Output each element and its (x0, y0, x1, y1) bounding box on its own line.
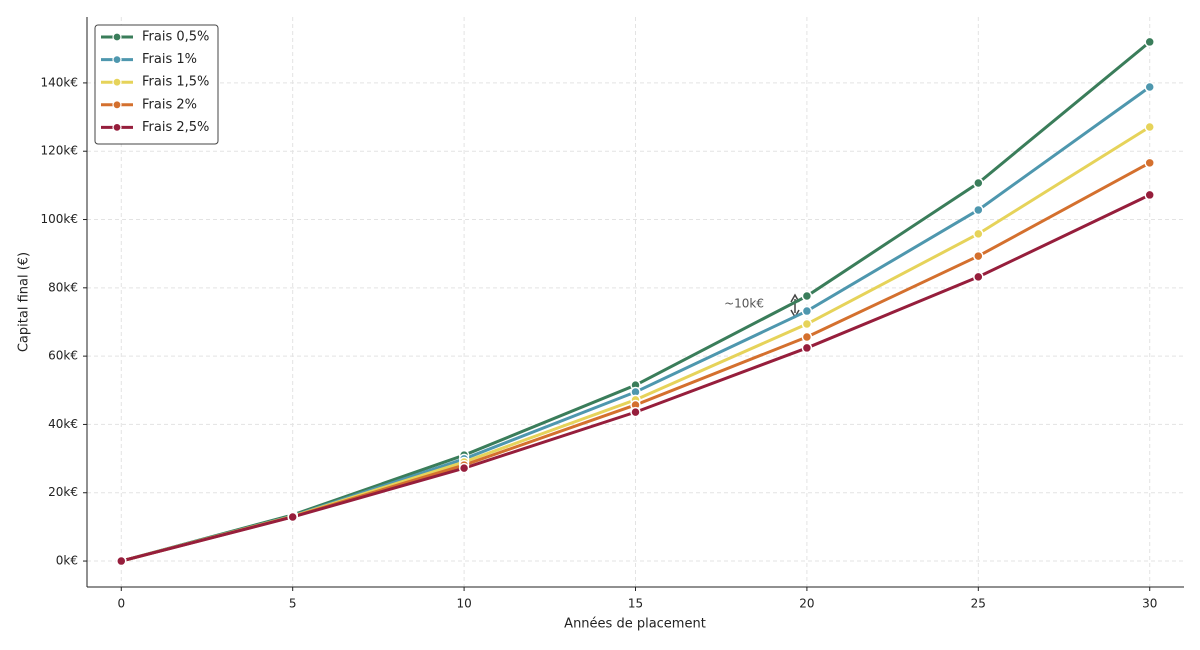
x-tick-label: 25 (971, 597, 986, 611)
legend-box (94, 24, 219, 145)
data-point (801, 318, 813, 330)
series-line (120, 40, 1151, 563)
data-point (1144, 157, 1155, 169)
data-point (1144, 121, 1155, 133)
y-tick-label: 20k€ (48, 485, 78, 499)
legend-label: Frais 2% (142, 97, 197, 112)
data-point (1144, 189, 1155, 201)
data-point (973, 204, 984, 216)
annotation: ~10k€ (724, 297, 764, 311)
data-point (801, 305, 813, 317)
legend-label: Frais 0,5% (142, 30, 209, 45)
x-tick-label: 30 (1142, 597, 1157, 611)
data-point (1144, 36, 1155, 48)
x-tick-label: 10 (456, 597, 471, 611)
legend-marker (112, 100, 122, 110)
y-tick-label: 120k€ (41, 144, 79, 158)
y-tick-label: 140k€ (41, 75, 79, 89)
x-tick-label: 0 (117, 597, 125, 611)
data-point (801, 290, 813, 302)
data-point (801, 331, 813, 343)
data-point (287, 511, 298, 523)
data-point (630, 406, 641, 418)
x-tick-label: 20 (799, 597, 814, 611)
x-tick-label: 15 (628, 597, 643, 611)
y-tick-label: 60k€ (48, 349, 78, 363)
legend-marker (112, 122, 122, 133)
data-point (973, 177, 984, 189)
data-point (973, 271, 984, 283)
data-point (458, 462, 470, 474)
data-point (973, 228, 984, 240)
legend-label: Frais 1,5% (142, 75, 209, 90)
y-tick-label: 80k€ (48, 280, 78, 294)
data-point (801, 342, 813, 354)
data-point (1144, 81, 1155, 93)
legend: Frais 0,5% Frais 1% Frais 1,5% Frais 2% Frai… (94, 24, 219, 145)
legend-marker (112, 77, 122, 87)
y-tick-label: 100k€ (41, 212, 79, 226)
legend-label: Frais 2,5% (142, 120, 209, 135)
x-tick-label: 5 (289, 597, 297, 611)
grid (87, 17, 1184, 587)
y-tick-label: 0k€ (56, 554, 78, 568)
x-axis-label: Années de placement (564, 617, 706, 632)
legend-marker (112, 32, 122, 42)
data-point (116, 555, 127, 567)
y-axis-label: Capital final (€) (17, 252, 32, 352)
legend-marker (112, 54, 122, 65)
y-tick-label: 40k€ (48, 417, 78, 431)
legend-label: Frais 1% (142, 52, 197, 67)
data-point (973, 250, 984, 262)
